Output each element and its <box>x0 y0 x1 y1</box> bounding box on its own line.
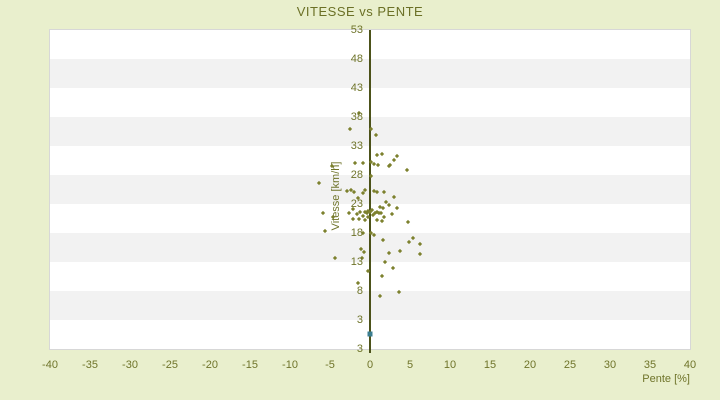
x-tick-label: -25 <box>162 359 178 371</box>
y-tick-label: 43 <box>350 82 363 94</box>
x-tick-label: -5 <box>325 359 335 371</box>
y-tick-label: 3 <box>356 314 363 326</box>
y-tick-label: 38 <box>350 111 363 123</box>
x-tick-label: 20 <box>523 359 537 371</box>
y-axis-title: Vitesse [km/h] <box>330 161 342 231</box>
y-tick-label: 28 <box>350 169 363 181</box>
x-tick-label: -15 <box>242 359 258 371</box>
x-tick-label: 0 <box>366 359 374 371</box>
y-tick-label: 23 <box>350 198 363 210</box>
y-tick-label: 8 <box>356 285 363 297</box>
x-tick-label: 5 <box>406 359 414 371</box>
x-tick-label: 40 <box>683 359 697 371</box>
x-tick-label: 30 <box>603 359 617 371</box>
x-tick-label: -10 <box>282 359 298 371</box>
plot-area <box>49 29 691 353</box>
highlighted-point[interactable] <box>367 331 373 337</box>
x-tick-label: -35 <box>82 359 98 371</box>
x-tick-label: 35 <box>643 359 657 371</box>
x-tick-label: -20 <box>202 359 218 371</box>
chart-title: VITESSE vs PENTE <box>296 4 424 19</box>
y-tick-label: 48 <box>350 53 363 65</box>
y-axis-line <box>369 30 371 353</box>
x-tick-label: -40 <box>42 359 58 371</box>
y-tick-label: 53 <box>350 24 363 36</box>
x-axis-title: Pente [%] <box>642 373 690 385</box>
y-tick-label: 3 <box>356 343 363 355</box>
y-tick-label: 18 <box>350 227 363 239</box>
x-tick-label: -30 <box>122 359 138 371</box>
y-tick-label: 13 <box>350 256 363 268</box>
x-tick-label: 15 <box>483 359 497 371</box>
x-tick-label: 25 <box>563 359 577 371</box>
y-tick-label: 33 <box>350 140 363 152</box>
x-tick-label: 10 <box>443 359 457 371</box>
